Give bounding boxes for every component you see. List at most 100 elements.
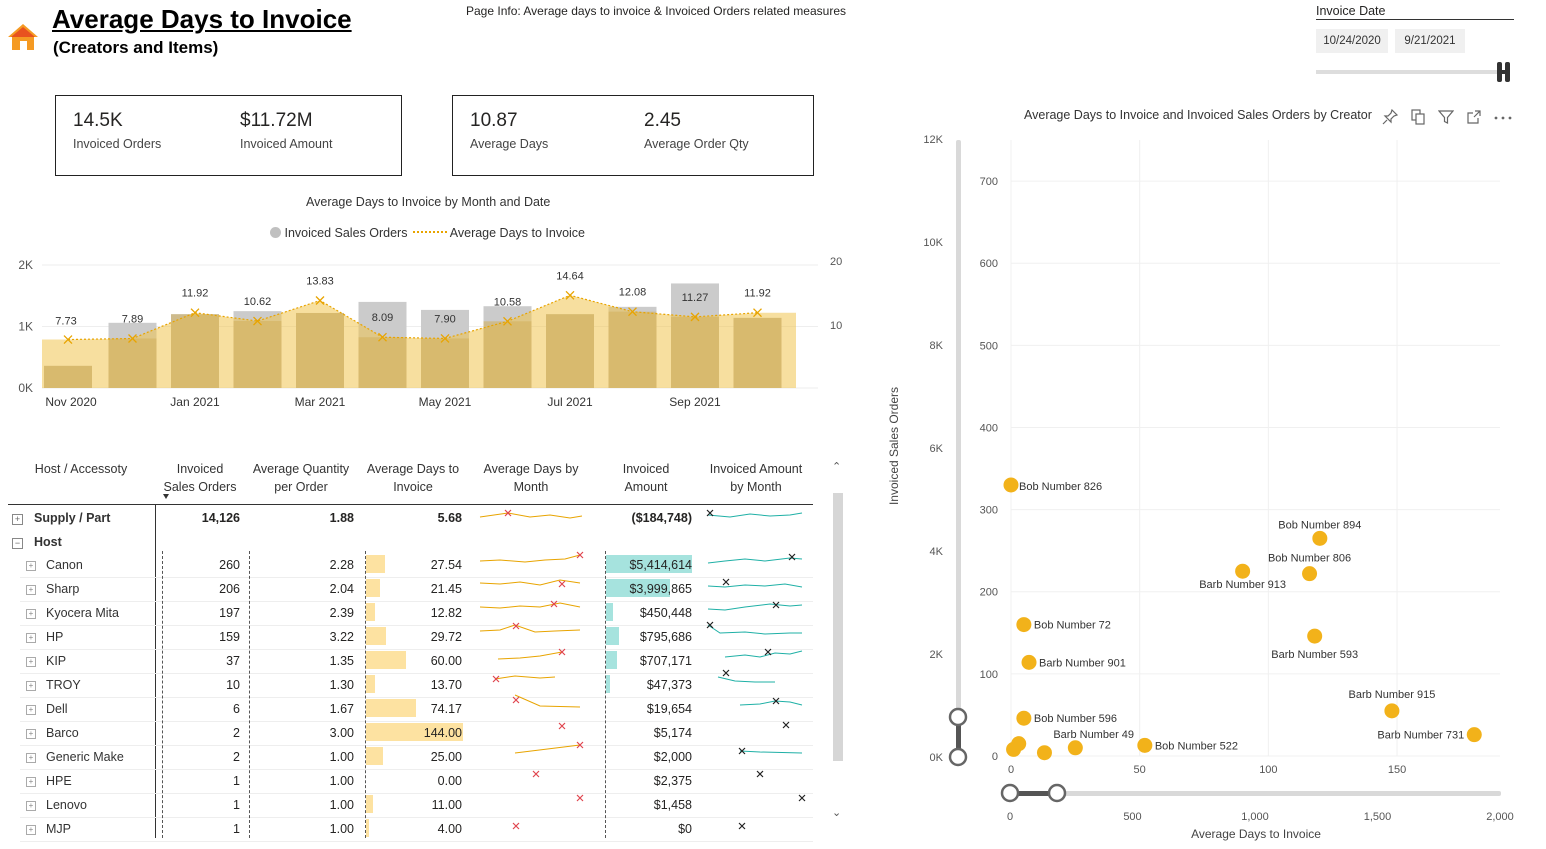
- row-expand-icon[interactable]: +: [26, 705, 36, 715]
- legend-days-label: Average Days to Invoice: [449, 226, 586, 240]
- days-value: 21.45: [430, 582, 462, 596]
- inner-x-tick: 50: [1134, 764, 1146, 776]
- scatter-point-label: Bob Number 826: [1019, 481, 1102, 493]
- expand-icon[interactable]: +: [12, 514, 23, 525]
- more-options-icon[interactable]: [1493, 109, 1513, 125]
- amount-value: $47,373: [646, 678, 692, 692]
- days-marker: [63, 335, 73, 344]
- group-label-supply[interactable]: Supply / Part: [34, 511, 111, 525]
- qty-value: 2.28: [329, 558, 354, 572]
- days-value: 27.54: [430, 558, 462, 572]
- slicer-track[interactable]: [1316, 70, 1506, 74]
- group-label-host[interactable]: Host: [34, 535, 62, 549]
- row-name: Kyocera Mita: [46, 606, 119, 620]
- amount-sparkline-marker: [738, 822, 746, 830]
- group-days: 5.68: [437, 511, 462, 525]
- row-expand-icon[interactable]: +: [26, 681, 36, 691]
- amount-databar: [606, 555, 692, 573]
- col-header-amount[interactable]: Invoiced Amount: [622, 462, 670, 494]
- amount-sparkline-marker: [772, 601, 780, 609]
- row-expand-icon[interactable]: +: [26, 753, 36, 763]
- matrix-table: Host / Accessoty Invoiced Sales Orders A…: [0, 455, 846, 845]
- x-zoom-handle-left: [1000, 783, 1020, 803]
- pin-icon[interactable]: [1382, 109, 1398, 125]
- scroll-down-icon[interactable]: ⌄: [832, 807, 842, 819]
- column-separator: [162, 551, 163, 838]
- days-marker: [128, 334, 137, 343]
- slicer-end-date[interactable]: 9/21/2021: [1395, 29, 1465, 53]
- amount-sparkline-marker: [722, 669, 730, 677]
- orders-value: 37: [226, 654, 240, 668]
- scatter-point-label: Bob Number 522: [1155, 740, 1238, 752]
- y-zoom-selected: [956, 717, 961, 757]
- scatter-x-axis-label: Average Days to Invoice: [1191, 827, 1321, 841]
- combo-chart[interactable]: 2K 1K 0K 20 10 7.73 7.89 11.92 10.62 13.83 8.09 7.9…: [0, 245, 860, 420]
- amount-databar: [606, 579, 670, 597]
- col-header-qty[interactable]: Average Quantity per Order: [252, 462, 350, 494]
- days-databar: [366, 747, 383, 765]
- collapse-icon[interactable]: −: [12, 538, 23, 549]
- qty-value: 1.30: [329, 678, 354, 692]
- amount-sparkline-marker: [722, 578, 730, 586]
- filter-icon[interactable]: [1438, 109, 1454, 125]
- row-expand-icon[interactable]: +: [26, 585, 36, 595]
- days-sparkline-marker: [532, 770, 540, 778]
- overlap-band: [44, 365, 92, 388]
- home-icon[interactable]: [6, 22, 40, 52]
- scroll-up-icon[interactable]: ⌃: [832, 461, 842, 473]
- amount-sparkline-marker: [788, 553, 796, 561]
- days-databar: [366, 627, 386, 645]
- invoiced-amount-value: $11.72M: [240, 110, 313, 131]
- group-qty: 1.88: [329, 511, 354, 525]
- y-zoom-track: [956, 140, 961, 745]
- row-divider: [20, 817, 813, 818]
- days-databar: [366, 723, 463, 741]
- outer-x-tick: 1,000: [1241, 811, 1269, 823]
- scatter-point-label: Barb Number 593: [1271, 649, 1358, 661]
- row-expand-icon[interactable]: +: [26, 729, 36, 739]
- copy-icon[interactable]: [1410, 109, 1426, 125]
- data-label: 7.89: [122, 314, 143, 326]
- legend-dot-orders-icon: [270, 227, 281, 238]
- col-header-days-month[interactable]: Average Days by Month: [483, 462, 579, 494]
- row-expand-icon[interactable]: +: [26, 633, 36, 643]
- row-header-divider: [155, 505, 156, 838]
- row-expand-icon[interactable]: +: [26, 609, 36, 619]
- scatter-point-label: Bob Number 806: [1268, 553, 1351, 565]
- inner-y-tick: 600: [980, 258, 998, 270]
- row-divider: [20, 793, 813, 794]
- orders-value: 197: [219, 606, 240, 620]
- page-info-text: Page Info: Average days to invoice & Inv…: [466, 4, 846, 18]
- col-header-host[interactable]: Host / Accessoty: [34, 462, 128, 476]
- focus-mode-icon[interactable]: [1466, 109, 1482, 125]
- days-marker: [628, 307, 637, 317]
- scrollbar-track[interactable]: ⌃ ⌄: [832, 460, 844, 830]
- inner-x-tick: 150: [1388, 764, 1406, 776]
- outer-x-tick: 2,000: [1486, 811, 1514, 823]
- row-expand-icon[interactable]: +: [26, 777, 36, 787]
- slicer-start-date[interactable]: 10/24/2020: [1316, 29, 1388, 53]
- scatter-point: [1235, 563, 1251, 579]
- amount-sparkline-marker: [764, 648, 772, 656]
- scrollbar-thumb[interactable]: [833, 493, 843, 761]
- row-expand-icon[interactable]: +: [26, 561, 36, 571]
- days-sparkline-marker: [558, 648, 566, 656]
- row-name: HPE: [46, 774, 72, 788]
- page-title: Average Days to Invoice: [52, 4, 352, 34]
- overlap-band: [421, 338, 469, 388]
- col-header-days[interactable]: Average Days to Invoice: [366, 462, 460, 494]
- legend-orders-label: Invoiced Sales Orders: [284, 226, 408, 240]
- invoiced-amount-label: Invoiced Amount: [240, 137, 333, 151]
- row-divider: [20, 625, 813, 626]
- row-expand-icon[interactable]: +: [26, 825, 36, 835]
- col-header-amount-month[interactable]: Invoiced Amount by Month: [709, 462, 803, 494]
- overlap-band: [671, 316, 719, 388]
- invoiced-orders-label: Invoiced Orders: [73, 137, 162, 151]
- row-expand-icon[interactable]: +: [26, 801, 36, 811]
- visual-header-icons: [1382, 106, 1514, 128]
- row-expand-icon[interactable]: +: [26, 657, 36, 667]
- slicer-handle-end[interactable]: [1497, 62, 1511, 82]
- col-header-orders[interactable]: Invoiced Sales Orders: [163, 462, 237, 494]
- y2-tick-label: 20: [830, 256, 842, 268]
